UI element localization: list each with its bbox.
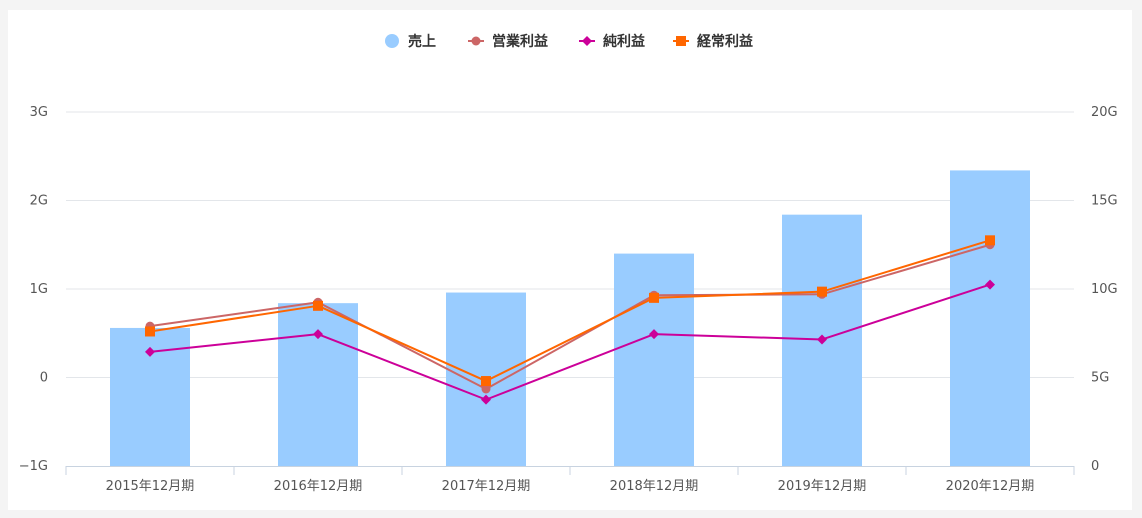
x-tick-label: 2020年12月期 (946, 479, 1035, 494)
y-right-tick-label: 10G (1091, 282, 1118, 297)
x-tick-label: 2016年12月期 (274, 479, 363, 494)
series-line-営業利益 (149, 243, 991, 391)
series-line-経常利益 (149, 239, 991, 383)
legend-label: 売上 (408, 33, 436, 50)
point-営業利益 (481, 384, 491, 394)
point-純利益 (145, 346, 155, 357)
y-right-tick-label: 0 (1091, 459, 1099, 474)
bar-売上 (614, 253, 694, 466)
point-経常利益 (481, 376, 491, 387)
point-純利益 (481, 394, 491, 405)
y-left-tick-label: −1G (19, 459, 48, 474)
point-経常利益 (649, 292, 659, 303)
x-tick-label: 2019年12月期 (778, 479, 867, 494)
bar-売上 (278, 303, 358, 466)
legend-label: 純利益 (603, 33, 645, 50)
y-right-tick-label: 5G (1091, 371, 1109, 386)
y-right-tick-label: 15G (1091, 194, 1118, 209)
y-left-tick-label: 2G (30, 194, 48, 209)
legend-swatch-marker (676, 36, 686, 46)
legend-swatch (385, 34, 399, 48)
point-純利益 (985, 279, 995, 290)
legend-label: 営業利益 (492, 33, 548, 50)
x-tick-label: 2017年12月期 (442, 479, 531, 494)
legend-label: 経常利益 (697, 33, 753, 50)
x-tick-label: 2015年12月期 (106, 479, 195, 494)
combo-chart: −1G 0 1G 2G 3G 0 5G 10G 15G 20G 2015年12月期 2016年12月期… (19, 33, 1118, 494)
point-純利益 (817, 334, 827, 345)
bar-売上 (950, 170, 1030, 466)
y-left-tick-label: 3G (30, 105, 48, 120)
y-left-tick-label: 1G (30, 282, 48, 297)
x-tick-label: 2018年12月期 (610, 479, 699, 494)
point-経常利益 (985, 235, 995, 246)
point-純利益 (649, 329, 659, 340)
legend-swatch-marker (471, 36, 481, 46)
point-経常利益 (145, 326, 155, 337)
point-経常利益 (817, 286, 827, 297)
y-right-tick-label: 20G (1091, 105, 1118, 120)
series-line-純利益 (149, 283, 991, 401)
legend-swatch-marker (582, 36, 592, 46)
y-left-tick-label: 0 (40, 371, 48, 386)
chart-card: −1G 0 1G 2G 3G 0 5G 10G 15G 20G 2015年12月期 2016年12月期… (8, 10, 1132, 510)
point-純利益 (313, 329, 323, 340)
point-経常利益 (313, 300, 323, 311)
